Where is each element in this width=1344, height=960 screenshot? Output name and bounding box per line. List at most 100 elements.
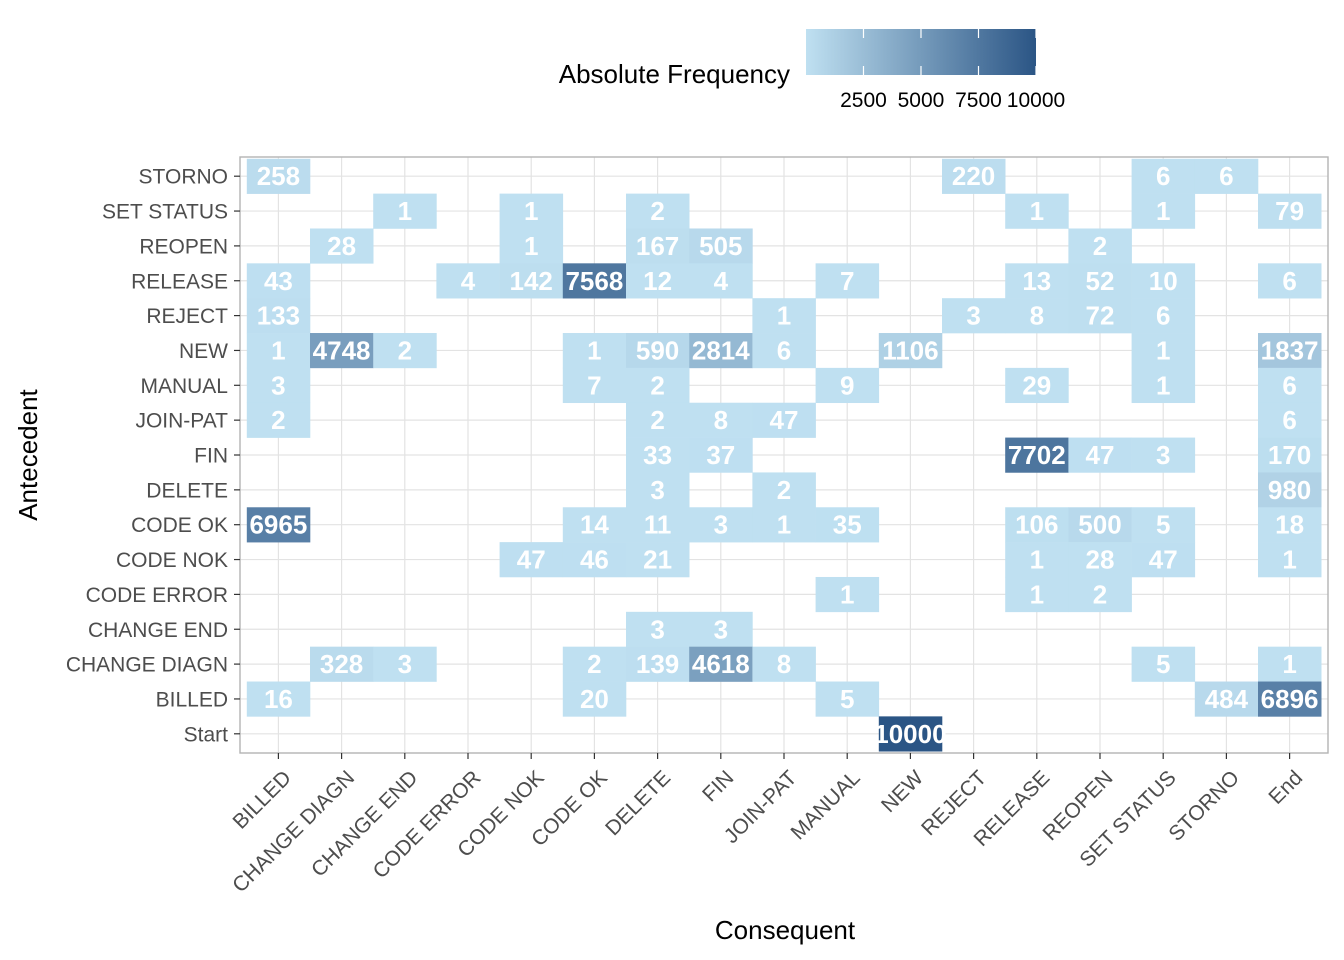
cell-value-label: 6965 [249,510,307,540]
heatmap-cell [689,646,753,682]
x-tick-label: End [1264,766,1307,809]
cell-value-label: 47 [517,545,546,575]
heatmap-cell [246,367,311,404]
y-tick-label: CHANGE END [88,619,228,642]
cell-value-label: 3 [1156,440,1170,470]
cell-value-label: 14 [580,510,609,540]
y-axis-ticks: Start BILLED CHANGE DIAGN CHANGE END CODE ER… [66,166,240,746]
heatmap-cell [815,367,880,404]
cell-value-label: 16 [264,684,293,714]
heatmap-cell [499,193,564,229]
cell-value-label: 12 [643,266,672,296]
cell-value-label: 3 [650,614,664,644]
cell-value-label: 8 [777,649,791,679]
heatmap-cell [626,507,690,543]
legend-tick-label: 10000 [1007,89,1065,112]
heatmap-cell [689,228,753,264]
cell-value-label: 47 [1149,545,1178,575]
cell-value-label: 2 [650,196,664,226]
cell-value-label: 3 [271,370,285,400]
cell-value-label: 6 [1219,161,1233,191]
cell-value-label: 3 [398,649,412,679]
cell-value-label: 2 [650,405,664,435]
heatmap-cell [815,681,880,717]
cell-value-label: 52 [1086,266,1115,296]
cell-value-label: 2 [271,405,285,435]
heatmap-cell [689,333,753,369]
cell-value-label: 7 [840,266,854,296]
heatmap-cell [562,263,627,299]
x-axis-label: Consequent [715,915,856,945]
cell-value-label: 2 [777,475,791,505]
cell-value-label: 7 [587,370,601,400]
heatmap-cell [1258,367,1322,404]
heatmap-cell [626,646,690,682]
cell-value-label: 43 [264,266,293,296]
cell-value-label: 8 [1030,301,1044,331]
heatmap-cell [878,333,943,369]
x-tick-label: MANUAL [787,766,865,844]
heatmap-cell [246,333,311,369]
heatmap-cell [562,542,627,578]
heatmap-cell [626,367,690,404]
cell-value-label: 8 [714,405,728,435]
heatmap-cell [689,507,753,543]
heatmap-cell [562,681,627,717]
cell-value-label: 2 [587,649,601,679]
legend-ticks: 2500 5000 7500 10000 [840,29,1065,112]
y-tick-label: CODE OK [131,514,228,537]
heatmap-cell [1258,437,1322,473]
cell-value-label: 258 [257,161,300,191]
heatmap-cell [752,507,816,543]
cell-value-label: 1837 [1261,335,1319,365]
heatmap-cell [1005,542,1069,578]
cell-value-label: 18 [1275,510,1304,540]
heatmap-cell [1258,402,1322,438]
heatmap-cell [1068,228,1132,264]
heatmap-cells [246,158,1322,752]
cell-value-label: 4748 [313,335,371,365]
heatmap-cell [246,681,311,717]
heatmap-cell [1131,158,1196,194]
cell-value-label: 47 [1086,440,1115,470]
cell-value-label: 28 [327,231,356,261]
heatmap-cell [1005,437,1069,473]
y-tick-label: JOIN-PAT [135,410,228,433]
cell-value-label: 47 [770,405,799,435]
cell-value-label: 505 [699,231,742,261]
heatmap-cell [752,472,816,508]
legend-tick-label: 7500 [955,89,1002,112]
cell-value-label: 170 [1268,440,1311,470]
heatmap-cell [1068,542,1132,578]
cell-value-label: 1 [398,196,412,226]
cell-value-label: 484 [1205,684,1249,714]
heatmap-cell [626,263,690,299]
cell-value-label: 3 [650,475,664,505]
heatmap-cell [689,611,753,647]
heatmap-cell [373,646,437,682]
cell-value-label: 46 [580,545,609,575]
cell-value-label: 1 [1030,196,1044,226]
cell-value-label: 35 [833,510,862,540]
heatmap-cell [373,333,437,369]
cell-value-label: 10 [1149,266,1178,296]
heatmap-cell [942,298,1006,334]
cell-value-label: 2814 [692,335,750,365]
cell-value-label: 106 [1015,510,1058,540]
cell-value-label: 6 [1282,370,1296,400]
heatmap-cell [752,298,816,334]
heatmap-cell [246,507,311,543]
heatmap-cell [1005,298,1069,334]
heatmap-cell [310,646,374,682]
cell-value-label: 1 [524,231,538,261]
x-tick-label: NEW [877,766,928,817]
cell-value-label: 6 [1156,301,1170,331]
cell-value-label: 1 [1156,196,1170,226]
cell-value-label: 6 [1282,405,1296,435]
heatmap-cell [1005,507,1069,543]
cell-value-label: 5 [1156,649,1170,679]
heatmap-cell [1068,437,1132,473]
cell-value-label: 133 [257,301,300,331]
